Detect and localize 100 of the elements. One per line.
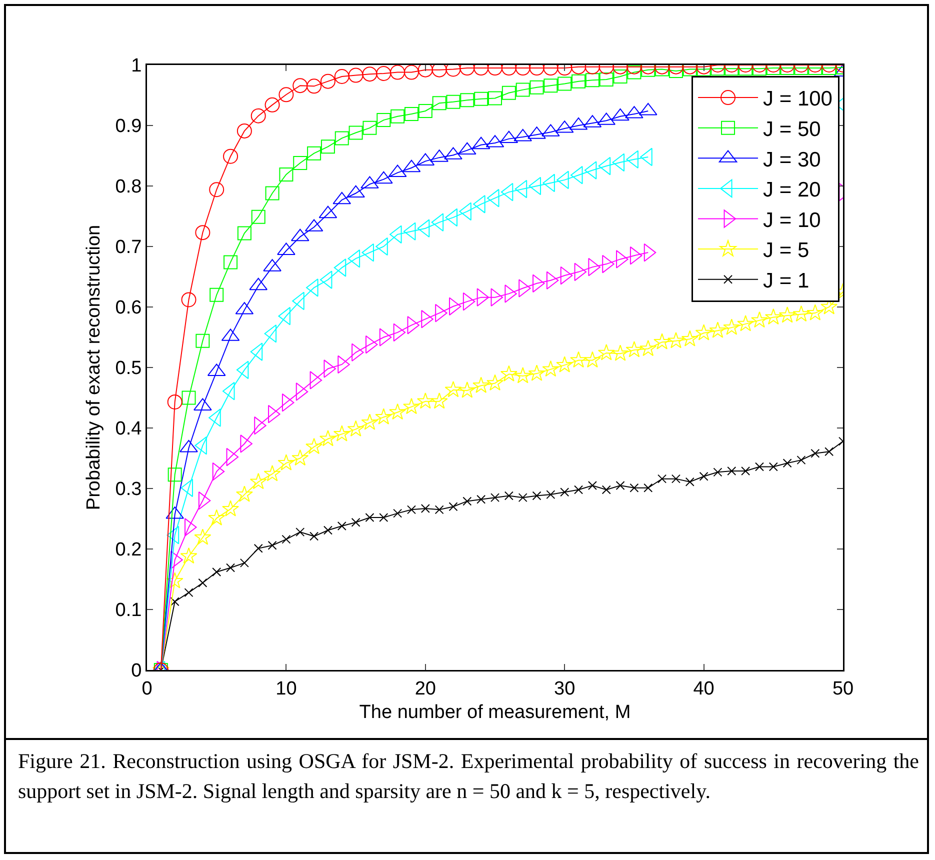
point — [390, 65, 406, 80]
point — [727, 466, 736, 476]
point — [254, 544, 263, 553]
point — [334, 69, 350, 84]
point — [584, 351, 601, 368]
point — [264, 465, 281, 482]
point — [416, 392, 434, 409]
point — [518, 493, 528, 502]
point — [264, 97, 280, 112]
point — [430, 392, 448, 409]
point — [528, 364, 546, 381]
point — [389, 403, 406, 420]
point — [544, 78, 558, 93]
point — [630, 483, 639, 492]
point — [194, 528, 212, 545]
point — [599, 72, 614, 87]
point — [626, 341, 643, 358]
y-tick-label: 0.5 — [115, 358, 142, 380]
point — [750, 311, 768, 328]
point — [184, 588, 194, 598]
point — [792, 305, 810, 322]
x-axis-title: The number of measurement, M — [359, 702, 631, 723]
point — [293, 156, 308, 170]
legend-label: J = 5 — [763, 239, 810, 262]
point — [251, 210, 266, 224]
point — [602, 485, 611, 494]
point — [488, 91, 502, 106]
point — [212, 567, 222, 576]
point — [598, 344, 615, 360]
point — [376, 113, 391, 128]
y-tick-label: 0 — [131, 660, 142, 682]
point — [361, 414, 378, 430]
point — [754, 462, 764, 472]
legend-label: J = 20 — [763, 178, 821, 202]
point — [180, 547, 198, 564]
point — [434, 505, 444, 514]
point — [546, 490, 556, 500]
point — [196, 334, 210, 348]
point — [306, 78, 322, 94]
point — [640, 340, 657, 356]
point — [588, 480, 597, 490]
point — [268, 540, 277, 550]
point — [376, 66, 392, 81]
point — [236, 123, 252, 138]
point — [402, 398, 420, 414]
point — [685, 477, 694, 486]
point — [168, 468, 182, 482]
x-tick-label: 10 — [276, 678, 297, 700]
point — [365, 513, 374, 522]
caption: Figure 21. Reconstruction using OSGA for JSM-2. Experimental probability of success in recovering the support set in JSM-2. Signal length and sparsity are n = 50 and k = 5, respectively. — [18, 748, 919, 805]
point — [292, 78, 308, 94]
point — [348, 68, 364, 83]
point — [542, 360, 560, 377]
point — [195, 225, 210, 240]
point — [574, 485, 584, 494]
point — [806, 304, 824, 320]
point — [240, 558, 249, 568]
point — [292, 449, 309, 466]
point — [500, 365, 518, 382]
point — [810, 448, 820, 458]
point — [444, 380, 462, 398]
point — [768, 462, 778, 472]
point — [278, 87, 294, 102]
point — [250, 472, 267, 490]
point — [310, 532, 319, 541]
point — [333, 425, 350, 442]
point — [393, 508, 402, 518]
point — [709, 322, 726, 338]
point — [671, 474, 680, 484]
point — [556, 356, 574, 372]
legend-label: J = 100 — [763, 88, 833, 111]
point — [699, 472, 708, 481]
point — [347, 420, 364, 437]
y-tick-label: 0.4 — [115, 418, 142, 440]
point — [585, 73, 600, 88]
point — [198, 578, 208, 588]
point — [432, 96, 446, 110]
point — [654, 333, 671, 350]
point — [612, 344, 629, 361]
point — [170, 597, 180, 606]
point — [404, 65, 419, 80]
point — [406, 505, 416, 514]
point — [307, 146, 322, 160]
point — [560, 488, 570, 497]
point — [502, 86, 516, 100]
point — [181, 292, 196, 308]
point — [504, 491, 514, 500]
point — [695, 324, 712, 340]
point — [460, 93, 474, 108]
point — [530, 80, 544, 94]
point — [570, 351, 588, 368]
point — [514, 367, 532, 384]
point — [613, 70, 628, 84]
point — [278, 454, 295, 470]
point — [824, 447, 834, 456]
point — [337, 522, 346, 531]
point — [237, 226, 252, 240]
legend-label: J = 10 — [763, 208, 821, 232]
legend-label: J = 30 — [763, 148, 821, 172]
point — [490, 493, 500, 502]
